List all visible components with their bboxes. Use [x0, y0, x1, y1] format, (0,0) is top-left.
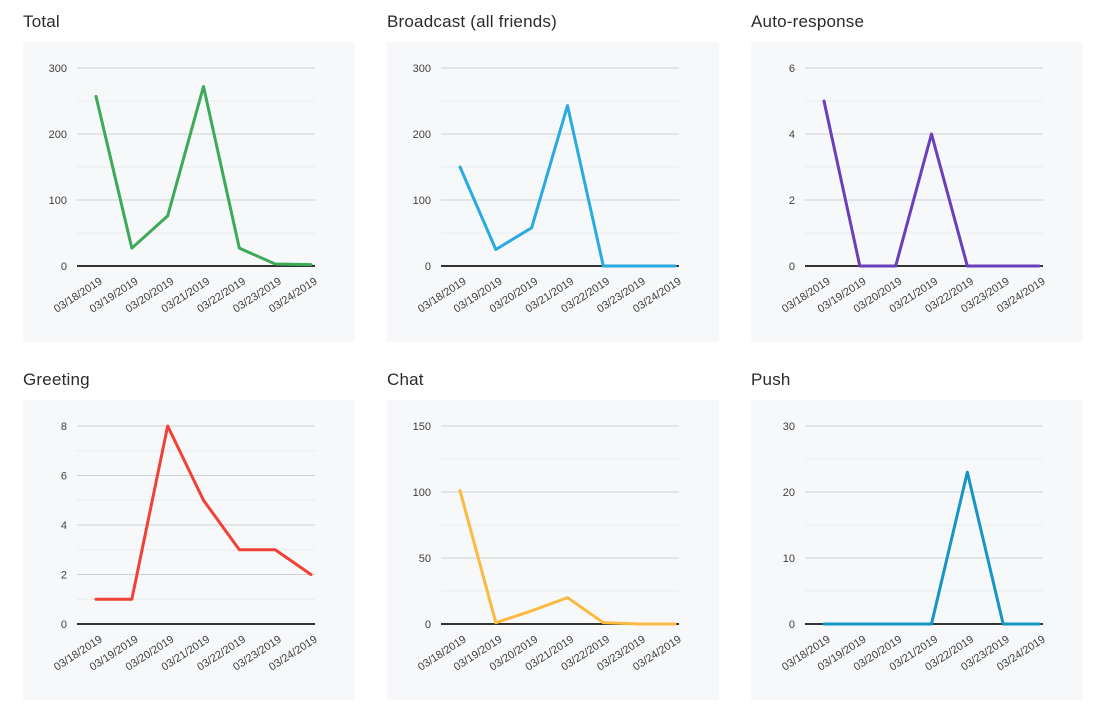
y-tick-label: 0: [61, 261, 67, 273]
y-tick-label: 100: [413, 195, 431, 207]
chart-panel-chat: 0 50 100 150 03/18/2019 03/19/2019 03/20/2019 0…: [387, 400, 719, 700]
series-line: [94, 84, 313, 267]
line-chart-push: 010203003/18/201903/19/201903/20/201903/…: [780, 421, 1048, 674]
y-tick-label: 0: [425, 619, 431, 631]
chart-title-greeting: Greeting: [23, 370, 90, 389]
y-tick-label: 10: [783, 553, 795, 565]
series-line: [822, 99, 1041, 268]
chart-title-chat: Chat: [387, 370, 424, 389]
y-tick-label: 300: [49, 63, 67, 75]
y-tick-label: 0: [425, 261, 431, 273]
y-tick-label: 100: [413, 487, 431, 499]
y-tick-label: 20: [783, 487, 795, 499]
y-tick-label: 4: [789, 129, 795, 141]
y-tick-label: 100: [49, 195, 67, 207]
y-tick-label: 50: [419, 553, 431, 565]
chart-title-push: Push: [751, 370, 791, 389]
chart-title-broadcast: Broadcast (all friends): [387, 12, 557, 31]
y-tick-label: 6: [789, 63, 795, 75]
line-chart-auto-response: 024603/18/201903/19/201903/20/201903/21/…: [780, 63, 1048, 316]
line-chart-broadcast: 010020030003/18/201903/19/201903/20/2019…: [413, 63, 684, 316]
series-line: [94, 424, 313, 601]
chart-panel-push: 0 10 20 30 03/18/2019 03/19/2019 03/20/2019 03/…: [751, 400, 1083, 700]
y-tick-label: 2: [61, 570, 67, 582]
chart-title-auto-response: Auto-response: [751, 12, 865, 31]
chart-card-broadcast: Broadcast (all friends) 0 100 200 300 03/18/…: [387, 6, 719, 342]
line-chart-greeting: 0246803/18/201903/19/201903/20/201903/21…: [52, 421, 320, 674]
y-tick-label: 0: [789, 619, 795, 631]
y-tick-label: 4: [61, 520, 67, 532]
chart-card-total: Total 0 100 200 300 03/18/2019 03/19/2019 03/2…: [23, 6, 355, 342]
y-tick-label: 30: [783, 421, 795, 433]
y-tick-label: 2: [789, 195, 795, 207]
y-tick-label: 300: [413, 63, 431, 75]
series-line: [822, 470, 1041, 626]
chart-card-greeting: Greeting 0 2 4 6 8 03/18/2019 03/19/2019 03/20/…: [23, 364, 355, 700]
y-tick-label: 150: [413, 421, 431, 433]
chart-card-push: Push 0 10 20 30 03/18/2019 03/19/2019 03/20/20…: [751, 364, 1083, 700]
chart-card-auto-response: Auto-response 0 2 4 6 03/18/2019 03/19/2019 03…: [751, 6, 1083, 342]
series-line: [458, 489, 677, 626]
chart-card-chat: Chat 0 50 100 150 03/18/2019 03/19/2019 03/20/…: [387, 364, 719, 700]
y-tick-label: 0: [789, 261, 795, 273]
y-tick-label: 0: [61, 619, 67, 631]
y-tick-label: 200: [49, 129, 67, 141]
chart-panel-greeting: 0 2 4 6 8 03/18/2019 03/19/2019 03/20/2019 03/21…: [23, 400, 355, 700]
y-tick-label: 6: [61, 471, 67, 483]
y-tick-label: 200: [413, 129, 431, 141]
chart-panel-total: 0 100 200 300 03/18/2019 03/19/2019 03/20/2019…: [23, 42, 355, 342]
chart-panel-auto-response: 0 2 4 6 03/18/2019 03/19/2019 03/20/2019 03/21/…: [751, 42, 1083, 342]
line-chart-total: 010020030003/18/201903/19/201903/20/2019…: [49, 63, 320, 316]
series-line: [458, 104, 677, 268]
chart-panel-broadcast: 0 100 200 300 03/18/2019 03/19/2019 03/20/2019…: [387, 42, 719, 342]
line-chart-chat: 05010015003/18/201903/19/201903/20/20190…: [413, 421, 684, 674]
y-tick-label: 8: [61, 421, 67, 433]
chart-title-total: Total: [23, 12, 60, 31]
